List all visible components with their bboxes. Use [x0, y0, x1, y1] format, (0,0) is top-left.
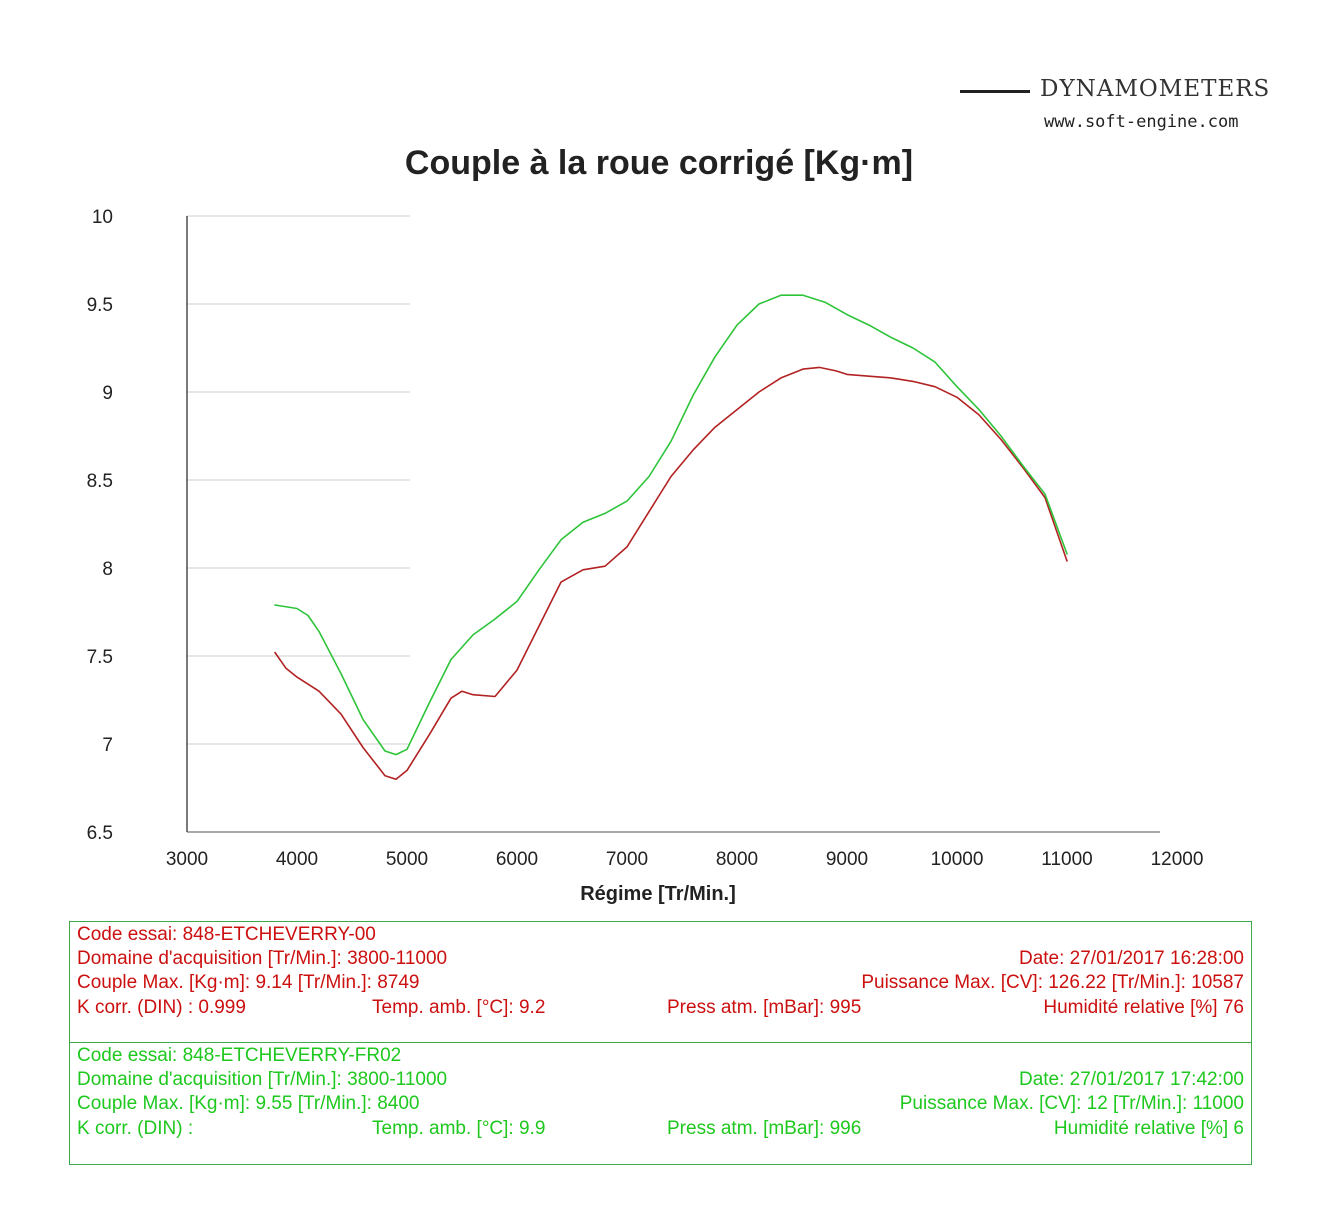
run-date: Date: 27/01/2017 17:42:00	[1018, 1069, 1244, 1090]
run-couple-max: Couple Max. [Kg·m]: 9.55 [Tr/Min.]: 8400	[77, 1093, 420, 1114]
y-tick-label: 9	[102, 383, 113, 404]
y-tick-label: 9.5	[87, 295, 113, 316]
y-tick-label: 8	[102, 559, 113, 580]
x-axis-label: Régime [Tr/Min.]	[580, 883, 736, 905]
run-humid: Humidité relative [%] 76	[1043, 997, 1244, 1018]
y-tick-label: 7	[102, 735, 113, 756]
x-tick-label: 8000	[716, 849, 758, 870]
run-info-panel-2: Code essai: 848-ETCHEVERRY-FR02 Domaine …	[69, 1042, 1252, 1165]
y-tick-label: 7.5	[87, 647, 113, 668]
x-tick-label: 10000	[931, 849, 984, 870]
x-tick-label: 5000	[386, 849, 428, 870]
series-lines	[274, 294, 1068, 780]
run-kcorr: K corr. (DIN) : 0.999	[77, 997, 246, 1018]
run-domain: Domaine d'acquisition [Tr/Min.]: 3800-11…	[77, 948, 448, 969]
run-domain: Domaine d'acquisition [Tr/Min.]: 3800-11…	[77, 1069, 448, 1090]
y-tick-label: 10	[92, 207, 113, 228]
y-tick-labels: 10 9.5 9 8.5 8 7.5 7 6.5	[87, 207, 113, 844]
run-date: Date: 27/01/2017 16:28:00	[1018, 948, 1244, 969]
x-tick-label: 4000	[276, 849, 318, 870]
x-tick-label: 7000	[606, 849, 648, 870]
torque-chart: 3000 4000 5000 6000 7000 8000 9000 10000 11000 12…	[87, 207, 1204, 905]
x-tick-label: 9000	[826, 849, 868, 870]
y-tick-label: 8.5	[87, 471, 113, 492]
y-tick-label: 6.5	[87, 823, 113, 844]
grid-lines	[187, 215, 410, 833]
chart-title: Couple à la roue corrigé [Kg·m]	[404, 144, 914, 182]
run-puissance-max: Puissance Max. [CV]: 12 [Tr/Min.]: 11000	[899, 1093, 1244, 1114]
x-tick-label: 6000	[496, 849, 538, 870]
run-code: Code essai: 848-ETCHEVERRY-FR02	[77, 1045, 402, 1066]
brand-logo: DYNAMOMETERS www.soft-engine.com	[900, 60, 1300, 140]
run-kcorr: K corr. (DIN) :	[77, 1118, 194, 1139]
run-puissance-max: Puissance Max. [CV]: 126.22 [Tr/Min.]: 1…	[861, 972, 1244, 993]
run-temp: Temp. amb. [°C]: 9.9	[372, 1118, 546, 1139]
run-press: Press atm. [mBar]: 995	[667, 997, 862, 1018]
logo-url: www.soft-engine.com	[1044, 112, 1239, 132]
run-couple-max: Couple Max. [Kg·m]: 9.14 [Tr/Min.]: 8749	[77, 972, 420, 993]
x-tick-labels: 3000 4000 5000 6000 7000 8000 9000 10000 11000 12…	[166, 849, 1204, 870]
run-temp: Temp. amb. [°C]: 9.2	[372, 997, 546, 1018]
run-humid: Humidité relative [%] 6	[1053, 1118, 1244, 1139]
axes	[186, 216, 1160, 833]
run-code: Code essai: 848-ETCHEVERRY-00	[77, 924, 376, 945]
run-press: Press atm. [mBar]: 996	[667, 1118, 862, 1139]
x-tick-label: 12000	[1151, 849, 1204, 870]
x-tick-label: 11000	[1041, 849, 1092, 870]
logo-mark	[960, 90, 1030, 93]
series-line-green	[274, 294, 1068, 756]
logo-name: DYNAMOMETERS	[1040, 76, 1271, 102]
series-line-red	[274, 366, 1068, 780]
run-info-panel-1: Code essai: 848-ETCHEVERRY-00 Domaine d'…	[69, 921, 1252, 1043]
x-tick-label: 3000	[166, 849, 208, 870]
